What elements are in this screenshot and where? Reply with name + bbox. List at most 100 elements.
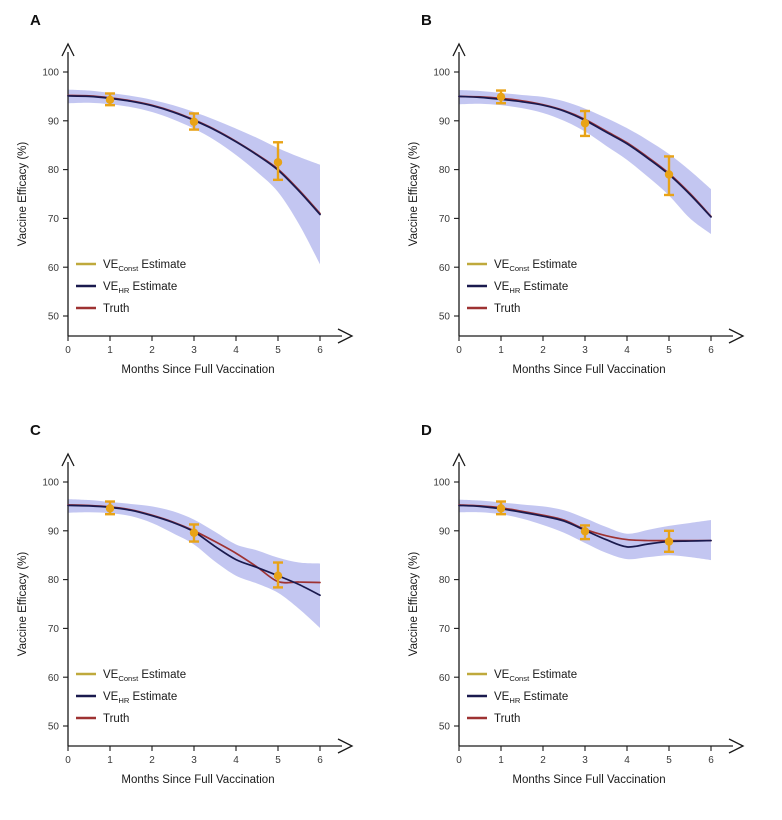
panel-c-yaxis-title: Vaccine Efficacy (%) — [17, 552, 29, 657]
panel-b-ytick-80: 80 — [439, 165, 451, 176]
legend-truth: Truth — [103, 303, 129, 315]
legend-truth: Truth — [103, 713, 129, 725]
panel-d-ytick-70: 70 — [439, 624, 451, 635]
panel-a-letter: A — [30, 12, 42, 29]
panel-a-xtick-5: 5 — [275, 345, 281, 356]
panel-b-ytick-90: 90 — [439, 116, 451, 127]
panel-a-axes: 50 60 70 80 90 100 0 1 2 3 4 5 6 — [42, 42, 354, 356]
panel-b-xtick-6: 6 — [708, 345, 714, 356]
panel-a-ytick-90: 90 — [48, 116, 60, 127]
panel-a-xaxis-title: Months Since Full Vaccination — [121, 364, 274, 376]
legend-ve-hr: VEHR Estimate — [103, 691, 177, 705]
panel-a-xtick-1: 1 — [107, 345, 113, 356]
panel-a-ytick-100: 100 — [42, 68, 59, 79]
panel-a-point-month-1 — [105, 95, 115, 105]
panel-b-xtick-1: 1 — [498, 345, 504, 356]
panel-d-xtick-0: 0 — [456, 755, 462, 766]
panel-a-point-month-3 — [189, 117, 199, 126]
panel-a-plot: 50 60 70 80 90 100 0 1 2 3 4 5 6 Months Since Full Va… — [17, 42, 354, 376]
panel-c-ytick-60: 60 — [48, 673, 60, 684]
panel-d-xtick-4: 4 — [624, 755, 630, 766]
panel-d-plot: 50 60 70 80 90 100 0 1 2 3 4 5 6 Months Since Full Va… — [408, 452, 745, 786]
panel-c-legend: VEConst Estimate VEHR Estimate Truth — [76, 669, 186, 725]
panel-c-plot: 50 60 70 80 90 100 0 1 2 3 4 5 6 Months Since Full Va… — [17, 452, 354, 786]
panel-d-ytick-50: 50 — [439, 722, 451, 733]
panel-b-yaxis-title: Vaccine Efficacy (%) — [408, 142, 420, 247]
panel-d-ytick-90: 90 — [439, 526, 451, 537]
panel-d-point-month-5 — [664, 537, 674, 546]
legend-ve-const: VEConst Estimate — [103, 669, 186, 683]
legend-truth: Truth — [494, 303, 520, 315]
panel-b-xaxis-title: Months Since Full Vaccination — [512, 364, 665, 376]
panel-a-ytick-60: 60 — [48, 263, 60, 274]
panel-d-letter: D — [421, 422, 433, 439]
panel-d-ve-const-points — [496, 500, 674, 553]
panel-b-plot: 50 60 70 80 90 100 0 1 2 3 4 5 6 Months Since Full Va… — [408, 42, 745, 376]
panel-c-xtick-0: 0 — [65, 755, 71, 766]
panel-a-ytick-50: 50 — [48, 312, 60, 323]
panel-b-ve-const-points — [496, 89, 674, 197]
panel-d-xtick-6: 6 — [708, 755, 714, 766]
panel-c-xtick-4: 4 — [233, 755, 239, 766]
panel-b-legend: VEConst Estimate VEHR Estimate Truth — [467, 259, 577, 315]
panel-a-ytick-80: 80 — [48, 165, 60, 176]
panel-b-xtick-5: 5 — [666, 345, 672, 356]
panel-a-xtick-4: 4 — [233, 345, 239, 356]
panel-b-ytick-100: 100 — [433, 68, 450, 79]
panel-b-xtick-0: 0 — [456, 345, 462, 356]
panel-b-axes: 50 60 70 80 90 100 0 1 2 3 4 5 6 — [433, 42, 745, 356]
panel-d-xtick-5: 5 — [666, 755, 672, 766]
panel-b-xtick-3: 3 — [582, 345, 588, 356]
panel-b-ytick-60: 60 — [439, 263, 451, 274]
panel-b: B 50 60 70 80 90 100 0 1 2 3 4 5 6 Months Since Full V… — [391, 0, 782, 410]
panel-c-xtick-3: 3 — [191, 755, 197, 766]
panel-b-ytick-50: 50 — [439, 312, 451, 323]
panel-a-xtick-6: 6 — [317, 345, 323, 356]
panel-c-point-month-5 — [273, 571, 283, 580]
legend-ve-const: VEConst Estimate — [494, 669, 577, 683]
panel-c-point-month-3 — [189, 528, 199, 537]
panel-b-point-month-5 — [664, 170, 674, 179]
panel-b-ytick-70: 70 — [439, 214, 451, 225]
legend-ve-hr: VEHR Estimate — [494, 691, 568, 705]
panel-d-ytick-100: 100 — [433, 478, 450, 489]
panel-a-xtick-2: 2 — [149, 345, 155, 356]
panel-a-point-month-5 — [273, 158, 283, 167]
panel-c-ytick-100: 100 — [42, 478, 59, 489]
panel-d-point-month-1 — [496, 504, 506, 513]
panel-c-ytick-80: 80 — [48, 575, 60, 586]
panel-c-point-month-1 — [105, 504, 115, 513]
panel-c-xaxis-title: Months Since Full Vaccination — [121, 774, 274, 786]
panel-a-ytick-70: 70 — [48, 214, 60, 225]
legend-truth: Truth — [494, 713, 520, 725]
panel-d-axes: 50 60 70 80 90 100 0 1 2 3 4 5 6 — [433, 452, 745, 766]
panel-b-point-month-3 — [580, 119, 590, 128]
panel-d-legend: VEConst Estimate VEHR Estimate Truth — [467, 669, 577, 725]
panel-c-ytick-70: 70 — [48, 624, 60, 635]
panel-a-ve-const-points — [105, 92, 283, 182]
panel-a-legend: VEConst Estimate VEHR Estimate Truth — [76, 259, 186, 315]
panel-c-xtick-5: 5 — [275, 755, 281, 766]
legend-ve-const: VEConst Estimate — [103, 259, 186, 273]
panel-c: C 50 60 70 80 90 100 0 1 2 3 4 5 6 Months Since Full V… — [0, 410, 391, 820]
panel-c-letter: C — [30, 422, 42, 439]
panel-c-ytick-50: 50 — [48, 722, 60, 733]
panel-b-letter: B — [421, 12, 433, 29]
legend-ve-hr: VEHR Estimate — [494, 281, 568, 295]
panel-d-xaxis-title: Months Since Full Vaccination — [512, 774, 665, 786]
panel-c-ytick-90: 90 — [48, 526, 60, 537]
panel-c-xtick-1: 1 — [107, 755, 113, 766]
panel-d-xtick-2: 2 — [540, 755, 546, 766]
panel-c-axes: 50 60 70 80 90 100 0 1 2 3 4 5 6 — [42, 452, 354, 766]
panel-a-xtick-0: 0 — [65, 345, 71, 356]
legend-ve-hr: VEHR Estimate — [103, 281, 177, 295]
panel-c-xtick-2: 2 — [149, 755, 155, 766]
panel-a-yaxis-title: Vaccine Efficacy (%) — [17, 142, 29, 247]
panel-b-xtick-2: 2 — [540, 345, 546, 356]
panel-d-ytick-60: 60 — [439, 673, 451, 684]
panel-c-xtick-6: 6 — [317, 755, 323, 766]
panel-d-xtick-1: 1 — [498, 755, 504, 766]
panel-a-xtick-3: 3 — [191, 345, 197, 356]
panel-a: A 50 60 70 80 90 100 0 1 2 3 4 5 6 Months Since Full V… — [0, 0, 391, 410]
